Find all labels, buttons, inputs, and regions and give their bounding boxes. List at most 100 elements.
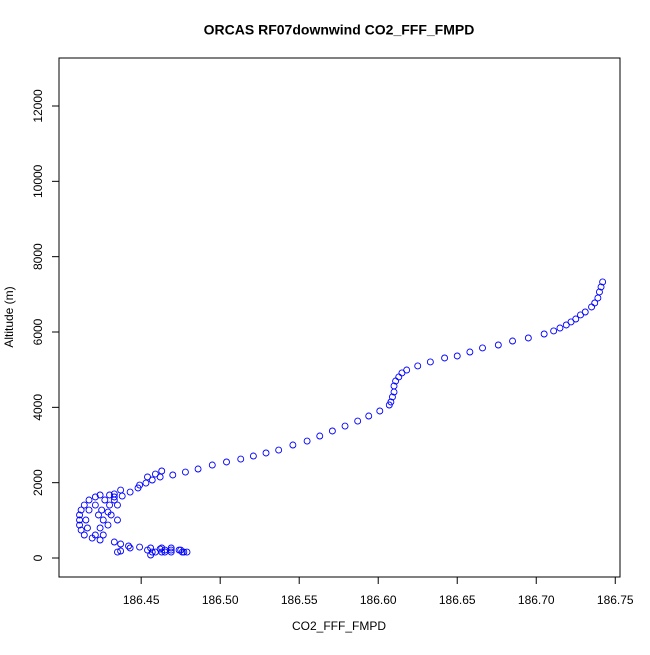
y-tick-label: 10000 [31,164,45,198]
point [249,452,257,460]
point [99,531,107,539]
point [392,377,400,385]
chart-title: ORCAS RF07downwind CO2_FFF_FMPD [204,22,475,38]
point [151,548,159,556]
point [77,506,85,514]
x-tick-label: 186.55 [281,593,318,607]
point [562,321,570,329]
point [117,547,125,555]
point [99,516,107,524]
x-tick-label: 186.45 [123,593,160,607]
point [85,496,93,504]
point [183,548,191,556]
point [144,546,151,554]
point [106,501,114,509]
point [77,526,85,534]
point [385,401,393,409]
point [98,506,106,514]
point [85,506,93,514]
point [114,548,121,556]
point [479,344,486,352]
x-axis-label: CO2_FFF_FMPD [292,619,386,633]
point [148,476,156,484]
point [194,465,202,473]
point [597,283,605,291]
point [136,543,144,551]
point [101,496,109,504]
y-tick-label: 2000 [31,469,45,496]
point [556,324,564,332]
point [96,524,104,532]
point [453,352,461,360]
point [144,473,151,481]
point [91,501,99,509]
point [395,373,403,381]
x-tick-label: 186.65 [439,593,476,607]
point [148,548,156,556]
point [494,341,502,349]
y-tick-label: 0 [31,554,45,561]
plot-frame [58,57,621,578]
point [142,479,150,487]
point [167,544,175,552]
point [180,548,188,556]
point [82,516,90,524]
point [414,362,422,370]
point [125,542,132,550]
point [365,412,373,420]
point [390,388,398,396]
point [76,511,83,519]
point [117,540,125,548]
point [289,441,297,449]
x-tick-label: 186.70 [518,593,555,607]
point [588,303,596,311]
point [398,369,406,377]
point [88,534,96,542]
point [550,327,558,335]
y-axis-label: Altitude (m) [2,286,16,347]
x-tick-label: 186.50 [202,593,239,607]
point [106,491,114,499]
point [114,516,121,524]
point [110,538,118,546]
point [591,299,599,307]
y-tick-label: 6000 [31,318,45,345]
point [599,278,607,286]
point [303,437,311,445]
point [524,334,532,342]
point [328,427,336,435]
point [76,521,83,529]
x-tick-label: 186.60 [360,593,397,607]
point [107,511,115,519]
point [161,546,169,554]
point [96,491,104,499]
point [594,294,602,302]
point [167,548,175,556]
point [341,422,349,430]
point [117,486,125,494]
point [441,354,449,362]
point [275,446,283,454]
point [237,455,245,463]
point [158,467,166,475]
point [96,536,104,544]
point [80,501,88,509]
point [388,393,396,401]
point [104,521,112,529]
y-tick-label: 4000 [31,394,45,421]
point [151,470,159,478]
point [509,337,516,345]
point [95,511,102,519]
point [354,417,362,425]
point [110,490,118,498]
point [181,468,189,476]
point [426,358,434,366]
point [118,492,126,500]
x-tick-label: 186.75 [597,593,634,607]
point [466,348,474,356]
point [567,318,575,326]
point [169,471,177,479]
point [83,524,91,532]
point [376,407,384,415]
